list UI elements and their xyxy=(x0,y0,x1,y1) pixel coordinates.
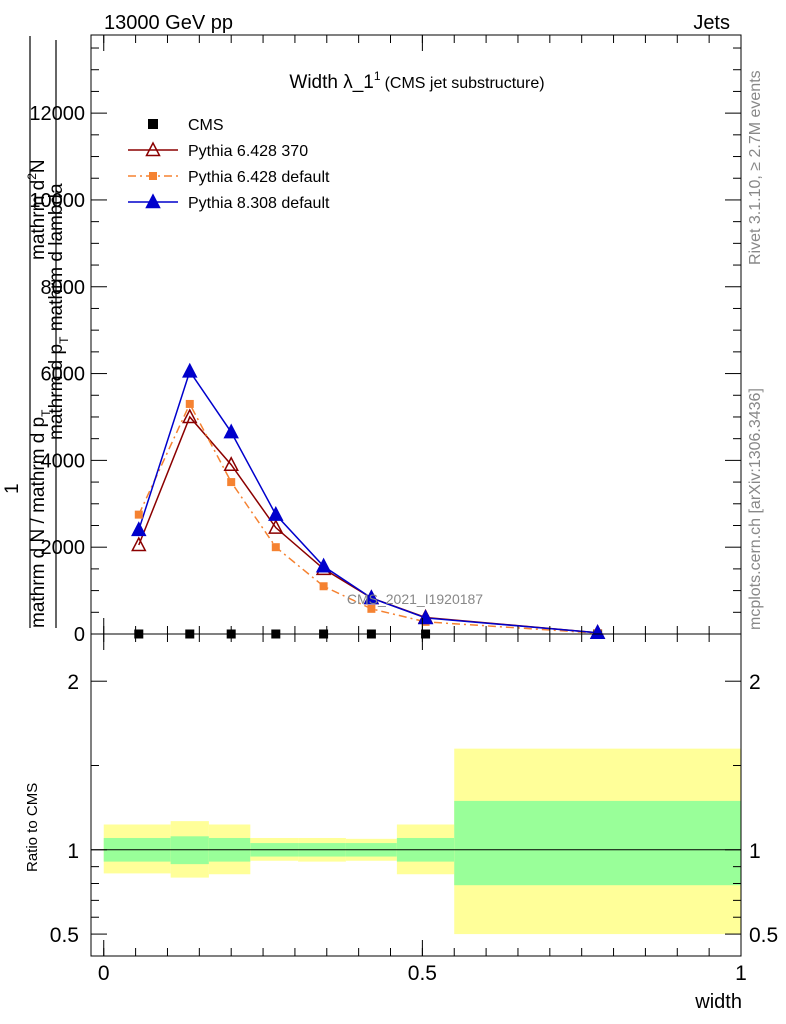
legend-marker xyxy=(145,141,161,157)
data-point xyxy=(268,519,284,534)
ylabel-prefix-denominator: mathrm d N / mathrm d pT xyxy=(28,409,53,628)
main-y-tick-label: 0 xyxy=(74,624,85,646)
data-point xyxy=(223,456,239,471)
header-process-label: 13000 GeV pp xyxy=(104,12,233,34)
data-point xyxy=(271,543,280,552)
main-title: Width λ_11 (CMS jet substructure) xyxy=(289,69,544,93)
ratio-y-axis-label: Ratio to CMS xyxy=(24,783,41,872)
series-line-3 xyxy=(138,369,598,634)
ratio-inner-band xyxy=(454,800,741,886)
series-line-2 xyxy=(138,402,598,634)
data-point xyxy=(589,624,606,639)
legend-marker xyxy=(149,172,157,180)
data-point xyxy=(131,536,147,552)
ylabel-prefix: 1 xyxy=(2,483,23,494)
main-y-tick-label: 2000 xyxy=(41,537,86,559)
legend-marker xyxy=(145,193,161,209)
ratio-y-tick-label: 1 xyxy=(67,840,79,863)
rivet-version-label: Rivet 3.1.10, ≥ 2.7M events xyxy=(747,70,764,265)
ratio-frame xyxy=(90,633,742,957)
data-point xyxy=(182,408,198,424)
data-point xyxy=(363,589,380,605)
ylabel-numerator: mathrm d2N xyxy=(25,159,49,260)
main-y-tick-label: 4000 xyxy=(41,450,86,472)
legend: CMS Pythia 6.428 370 Pythia 6.428 default P… xyxy=(128,117,330,212)
data-point xyxy=(268,506,284,521)
main-y-tick-label: 8000 xyxy=(41,277,86,299)
ylabel-denominator: mathrm d pT mathrm d lambda xyxy=(46,183,71,440)
main-y-tick-label: 6000 xyxy=(41,364,86,386)
data-point xyxy=(319,582,328,591)
data-point xyxy=(131,521,147,537)
data-point xyxy=(185,399,194,408)
main-y-tick-label: 12000 xyxy=(29,103,85,125)
main-axes: 0 2000 4000 6000 8000 10000 12000 xyxy=(29,35,742,646)
main-y-tick-label: 10000 xyxy=(29,190,85,212)
main-plot-panel: 0 2000 4000 6000 8000 10000 12000 Width λ_11 (C… xyxy=(29,34,742,646)
title-superscript: 1 xyxy=(374,69,381,83)
legend-marker xyxy=(148,119,158,129)
x-tick-label: 0 xyxy=(98,962,110,985)
x-tick-label: 0.5 xyxy=(408,962,437,985)
data-point xyxy=(315,557,332,573)
ratio-uncertainty-bands xyxy=(103,748,741,935)
ratio-y-tick-label-right: 0.5 xyxy=(749,924,778,947)
data-point xyxy=(223,423,239,439)
main-series-markers xyxy=(131,362,606,639)
ratio-y-tick-label-right: 1 xyxy=(749,840,761,863)
data-point xyxy=(134,510,143,519)
title-text: Width λ_1 xyxy=(289,72,373,93)
ratio-plot-panel: 0.5 0.51 12 20 0.5 1 Ratio to CMS width xyxy=(24,633,778,1013)
legend-label: Pythia 6.428 default xyxy=(188,169,330,186)
legend-label: CMS xyxy=(188,117,224,134)
mcplots-label: mcplots.cern.ch [arXiv:1306.3436] xyxy=(747,388,764,630)
main-series-lines xyxy=(138,369,598,634)
data-point xyxy=(367,604,376,613)
ratio-y-tick-label-right: 2 xyxy=(749,671,761,694)
data-point xyxy=(227,478,236,487)
ratio-y-tick-label: 0.5 xyxy=(50,924,79,947)
analysis-watermark: CMS_2021_I1920187 xyxy=(347,591,483,607)
header-jets-label: Jets xyxy=(693,12,730,34)
legend-label: Pythia 6.428 370 xyxy=(188,143,308,160)
data-point xyxy=(182,362,198,378)
ratio-y-tick-label: 2 xyxy=(67,671,79,694)
title-subtitle: (CMS jet substructure) xyxy=(385,75,545,92)
x-tick-label: 1 xyxy=(735,962,747,985)
legend-label: Pythia 8.308 default xyxy=(188,195,330,212)
x-axis-label: width xyxy=(694,991,742,1013)
main-y-axis-label: 1 mathrm d2N mathrm d N / mathrm d pT ma… xyxy=(2,36,71,628)
